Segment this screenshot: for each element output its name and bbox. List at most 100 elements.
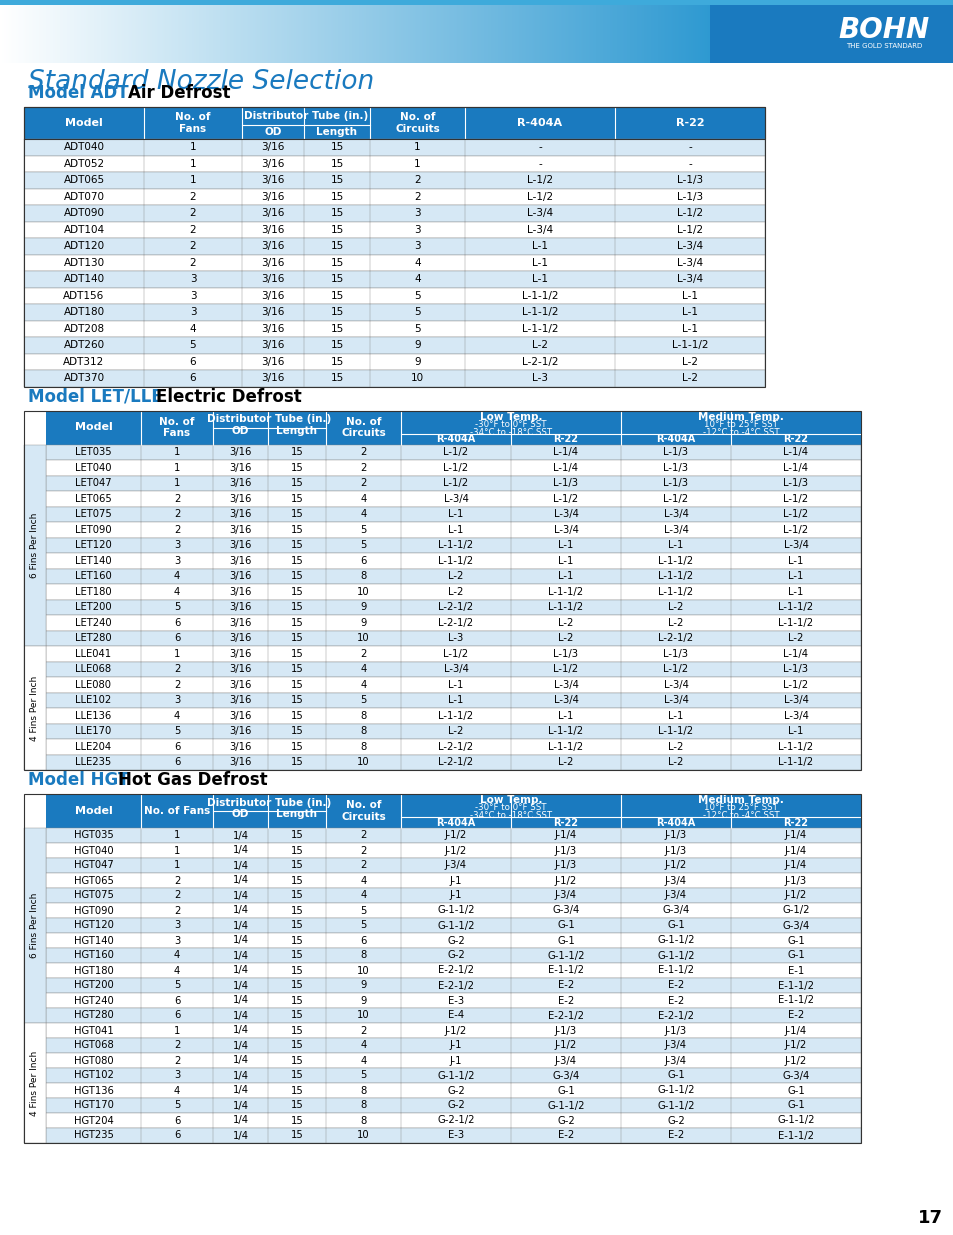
Bar <box>565 5 566 63</box>
Text: 3/16: 3/16 <box>261 324 284 333</box>
Text: L-3/4: L-3/4 <box>553 695 578 705</box>
Bar <box>497 5 498 63</box>
Bar <box>277 5 278 63</box>
Text: L-2-1/2: L-2-1/2 <box>521 357 558 367</box>
Bar <box>685 5 686 63</box>
Text: 10°F to 25°F SST: 10°F to 25°F SST <box>703 804 777 813</box>
Text: L-2: L-2 <box>558 618 573 627</box>
Text: L-1-1/2: L-1-1/2 <box>438 711 473 721</box>
Bar <box>640 5 641 63</box>
Text: 1/4: 1/4 <box>233 830 248 841</box>
Bar <box>376 5 377 63</box>
Text: G-1: G-1 <box>786 1100 804 1110</box>
Text: L-3/4: L-3/4 <box>677 274 702 284</box>
Text: Model: Model <box>65 119 103 128</box>
Text: ADT065: ADT065 <box>63 175 105 185</box>
Text: LET065: LET065 <box>75 494 112 504</box>
Bar <box>555 5 556 63</box>
Bar <box>605 5 606 63</box>
Bar <box>71 5 73 63</box>
Bar <box>46 978 861 993</box>
Text: Air Defrost: Air Defrost <box>128 84 231 103</box>
Bar <box>441 5 442 63</box>
Text: LET047: LET047 <box>75 478 112 488</box>
Bar <box>119 5 120 63</box>
Bar <box>460 5 461 63</box>
Text: 15: 15 <box>291 830 303 841</box>
Text: 1/4: 1/4 <box>233 1056 248 1066</box>
Bar <box>242 5 243 63</box>
Text: G-1: G-1 <box>557 1086 575 1095</box>
Bar <box>503 5 504 63</box>
Bar <box>671 5 672 63</box>
Bar <box>196 5 198 63</box>
Bar <box>248 5 249 63</box>
Bar <box>568 5 569 63</box>
Bar <box>618 5 619 63</box>
Text: G-1-1/2: G-1-1/2 <box>657 1086 694 1095</box>
Bar <box>531 5 532 63</box>
Text: J-3/4: J-3/4 <box>664 1041 686 1051</box>
Bar <box>485 5 486 63</box>
Text: R-22: R-22 <box>553 818 578 827</box>
Bar <box>471 5 472 63</box>
Bar <box>607 5 608 63</box>
Bar <box>451 5 452 63</box>
Text: 5: 5 <box>173 603 180 613</box>
Bar <box>127 5 128 63</box>
Bar <box>281 5 282 63</box>
Bar <box>209 5 210 63</box>
Text: 6: 6 <box>173 618 180 627</box>
Text: L-1: L-1 <box>681 308 698 317</box>
Text: L-1: L-1 <box>681 324 698 333</box>
Bar <box>46 755 861 769</box>
Bar <box>130 5 131 63</box>
Text: LET040: LET040 <box>75 463 112 473</box>
Bar <box>690 5 691 63</box>
Bar <box>357 5 358 63</box>
Text: 9: 9 <box>360 995 366 1005</box>
Text: Model LET/LLE: Model LET/LLE <box>28 388 163 405</box>
Bar <box>564 5 565 63</box>
Text: 1: 1 <box>173 648 180 658</box>
Text: L-3/4: L-3/4 <box>677 258 702 268</box>
Text: 1/4: 1/4 <box>233 846 248 856</box>
Bar <box>599 5 600 63</box>
Text: L-1/3: L-1/3 <box>662 463 688 473</box>
Bar <box>521 5 522 63</box>
Bar <box>704 5 705 63</box>
Bar <box>81 5 82 63</box>
Bar <box>316 5 317 63</box>
Bar <box>70 5 71 63</box>
Bar <box>59 5 60 63</box>
Bar <box>256 5 257 63</box>
Text: 2: 2 <box>173 890 180 900</box>
Text: 15: 15 <box>291 711 303 721</box>
Text: L-2: L-2 <box>681 357 698 367</box>
Text: L-1/3: L-1/3 <box>677 175 702 185</box>
Bar <box>24 321 764 337</box>
Bar <box>4 5 5 63</box>
Text: J-3/4: J-3/4 <box>664 1056 686 1066</box>
Bar <box>129 5 130 63</box>
Bar <box>356 5 357 63</box>
Bar <box>44 5 45 63</box>
Bar <box>495 5 496 63</box>
Text: L-2: L-2 <box>668 603 683 613</box>
Bar <box>625 5 626 63</box>
Text: 2: 2 <box>414 191 420 201</box>
Bar <box>158 5 159 63</box>
Bar <box>305 5 306 63</box>
Text: HGT090: HGT090 <box>73 905 113 915</box>
Bar <box>346 5 347 63</box>
Bar <box>180 5 181 63</box>
Bar <box>455 5 456 63</box>
Bar <box>535 5 536 63</box>
Text: G-2: G-2 <box>447 1086 464 1095</box>
Text: 2: 2 <box>173 509 180 519</box>
Bar <box>96 5 97 63</box>
Bar <box>266 5 267 63</box>
Bar <box>46 708 861 724</box>
Bar <box>46 584 861 599</box>
Bar <box>558 5 559 63</box>
